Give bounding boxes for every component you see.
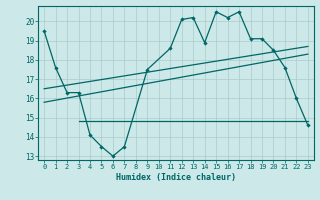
X-axis label: Humidex (Indice chaleur): Humidex (Indice chaleur) [116,173,236,182]
